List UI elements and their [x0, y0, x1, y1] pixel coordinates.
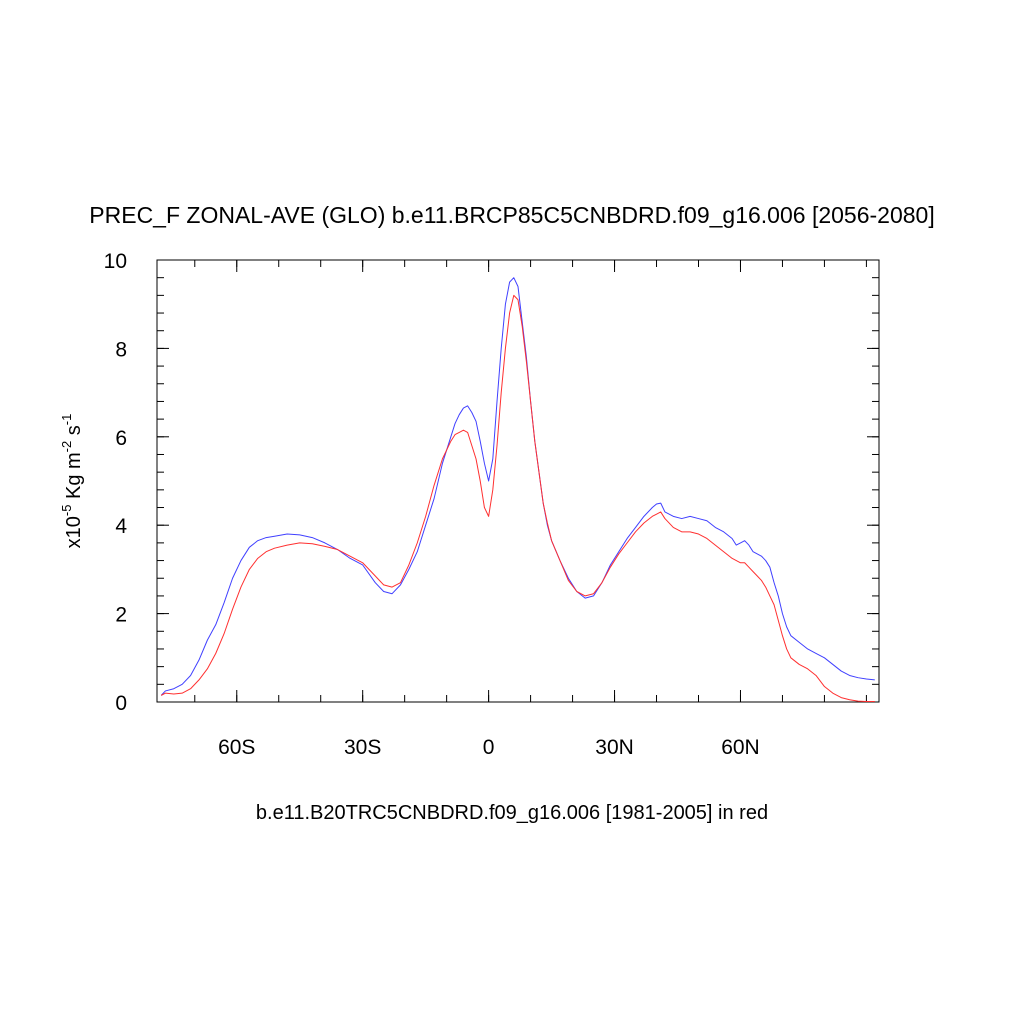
y-axis-label-unit-b-exp: -1	[59, 414, 74, 426]
y-axis-label-prefix: x10	[63, 516, 85, 548]
plot-frame	[156, 259, 880, 703]
series-line-red	[160, 294, 875, 703]
y-tick-label: 0	[115, 692, 127, 715]
series-line-blue	[160, 277, 875, 696]
x-tick-label: 60S	[218, 736, 255, 759]
x-axis-label: b.e11.B20TRC5CNBDRD.f09_g16.006 [1981-20…	[256, 802, 768, 824]
chart-title: PREC_F ZONAL-AVE (GLO) b.e11.BRCP85C5CNB…	[89, 202, 934, 228]
y-tick-label: 2	[115, 604, 127, 627]
axis-ticks: 0 2 4 6 8 10 60S 30S 0 30N 60N	[104, 250, 879, 759]
series-group	[160, 277, 875, 703]
y-tick-label: 10	[104, 250, 127, 273]
x-tick-label: 30N	[595, 736, 634, 759]
y-tick-label: 6	[115, 427, 127, 450]
y-axis-label-unit-a: Kg m	[63, 452, 85, 504]
y-axis-label-unit-b: s	[63, 425, 85, 441]
y-axis-label: x10-5 Kg m-2 s-1	[59, 414, 85, 549]
y-axis-label-unit-a-exp: -2	[59, 441, 74, 453]
x-tick-label: 0	[483, 736, 495, 759]
x-tick-label: 60N	[721, 736, 760, 759]
y-axis-label-exponent: -5	[59, 505, 74, 517]
x-tick-label: 30S	[344, 736, 381, 759]
y-tick-label: 8	[115, 338, 127, 361]
y-tick-label: 4	[115, 515, 127, 538]
